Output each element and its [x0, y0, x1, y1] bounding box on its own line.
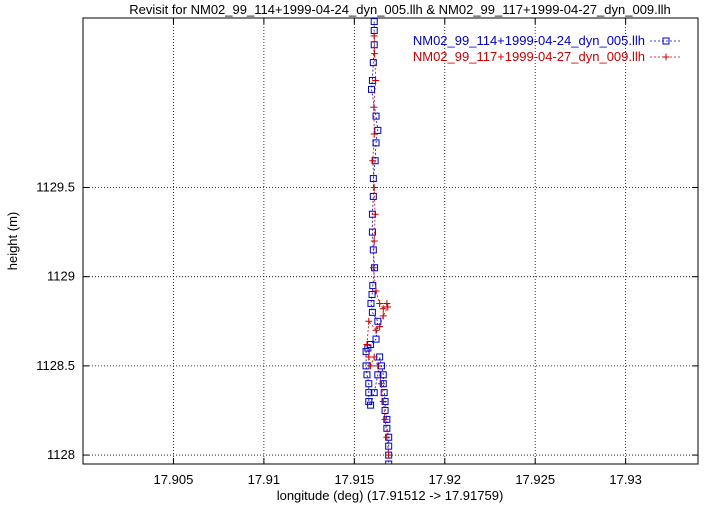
data-point — [370, 237, 378, 245]
legend-swatch-marker — [662, 37, 670, 45]
data-point — [374, 362, 382, 370]
data-point — [372, 76, 380, 84]
data-point — [368, 308, 376, 316]
data-point — [369, 157, 377, 165]
y-axis-label: height (m) — [5, 212, 20, 271]
x-tick-label: 17.915 — [334, 472, 374, 487]
data-point — [372, 112, 380, 120]
series-layer — [362, 18, 393, 464]
data-point — [368, 291, 376, 299]
data-point — [376, 299, 384, 307]
plot-area-frame — [82, 17, 699, 465]
series-line — [365, 21, 390, 464]
data-point — [362, 348, 370, 356]
data-point — [370, 130, 378, 138]
data-point — [369, 175, 377, 183]
y-axis-ticks: 1128 1128.5 1129 1129.5 — [36, 179, 698, 462]
series-1 — [362, 18, 393, 464]
data-point — [379, 398, 387, 406]
data-point — [363, 371, 371, 379]
data-point — [381, 406, 389, 414]
data-point — [381, 415, 389, 423]
data-point — [372, 335, 380, 343]
series-2 — [363, 32, 393, 459]
data-point — [365, 380, 373, 388]
data-point — [368, 228, 376, 236]
data-point — [377, 380, 385, 388]
legend-swatch-marker — [662, 53, 670, 61]
data-point — [370, 18, 378, 26]
data-point — [383, 424, 391, 432]
legend-entry-label: NM02_99_117+1999-04-27_dyn_009.llh — [413, 49, 645, 64]
data-point — [370, 103, 378, 111]
data-point — [369, 59, 377, 67]
data-point — [383, 433, 391, 441]
data-point — [370, 32, 378, 40]
data-point — [371, 210, 379, 218]
data-point — [374, 371, 382, 379]
data-point — [367, 401, 375, 409]
data-point — [385, 451, 393, 459]
data-point — [369, 246, 377, 254]
data-point — [370, 389, 378, 397]
data-point — [370, 353, 378, 361]
y-tick-label: 1128.5 — [36, 358, 75, 373]
grid-lines — [83, 18, 698, 464]
data-point — [379, 371, 387, 379]
legend: NM02_99_114+1999-04-24_dyn_005.llhNM02_9… — [413, 33, 682, 64]
data-point — [374, 126, 382, 134]
x-tick-label: 17.905 — [154, 472, 194, 487]
data-point — [372, 139, 380, 147]
data-point — [365, 398, 373, 406]
data-point — [385, 460, 393, 464]
x-tick-label: 17.92 — [428, 472, 461, 487]
y-tick-label: 1129.5 — [36, 179, 75, 194]
y-tick-label: 1128 — [47, 447, 75, 462]
series-line — [366, 35, 390, 456]
data-point — [385, 442, 393, 450]
data-point — [379, 312, 387, 320]
data-point — [371, 50, 379, 58]
data-point — [367, 362, 375, 370]
y-tick-label: 1129 — [47, 269, 75, 284]
data-point — [376, 323, 384, 331]
data-point — [384, 303, 392, 311]
x-axis-ticks: 17.905 17.91 17.915 17.92 17.925 17.93 — [154, 18, 642, 487]
data-point — [372, 287, 380, 295]
x-tick-label: 17.925 — [515, 472, 555, 487]
data-point — [369, 264, 377, 272]
data-point — [365, 389, 373, 397]
data-point — [367, 299, 375, 307]
data-point — [370, 183, 378, 191]
data-point — [379, 305, 387, 313]
data-point — [368, 85, 376, 93]
x-axis-label: longitude (deg) (17.91512 -> 17.91759) — [277, 488, 504, 503]
data-point — [372, 326, 380, 334]
data-point — [365, 317, 373, 325]
data-point — [374, 317, 382, 325]
data-point — [383, 299, 391, 307]
data-point — [363, 340, 371, 348]
x-tick-label: 17.91 — [248, 472, 281, 487]
chart-title: Revisit for NM02_99_114+1999-04-24_dyn_0… — [129, 2, 671, 17]
legend-entry-label: NM02_99_114+1999-04-24_dyn_005.llh — [413, 33, 645, 48]
x-tick-label: 17.93 — [609, 472, 642, 487]
data-point — [369, 192, 377, 200]
data-point — [380, 389, 388, 397]
data-point — [369, 282, 377, 290]
